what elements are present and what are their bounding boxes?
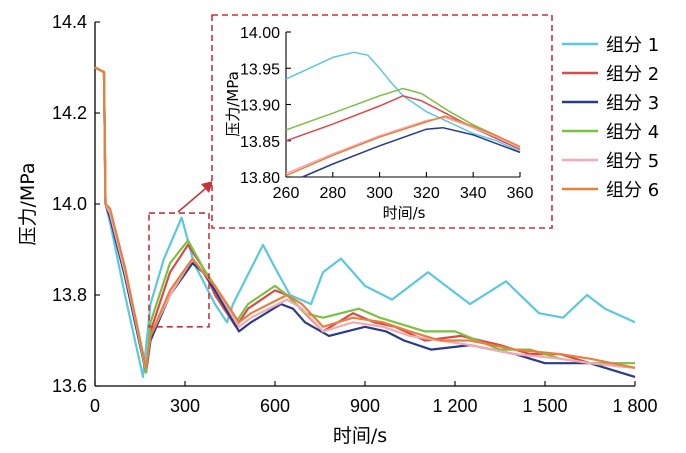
y-tick-label: 13.6 xyxy=(52,376,87,396)
x-tick-label: 0 xyxy=(90,396,100,416)
legend-label-5: 组分 5 xyxy=(606,151,659,172)
legend: 组分 1 组分 2 组分 3 组分 4 组分 5 组分 6 xyxy=(562,35,659,201)
inset-frame xyxy=(211,14,553,229)
inset-y-axis-label: 压力/MPa xyxy=(224,71,242,137)
inset-plot: 260 280 300 320 340 360 13.8013.8513.9013.951… xyxy=(211,14,553,229)
main-y-axis-label: 压力/MPa xyxy=(17,162,39,245)
y-tick-label: 13.8 xyxy=(52,285,87,305)
series-line-6 xyxy=(285,115,521,177)
legend-label-4: 组分 4 xyxy=(606,122,659,143)
main-x-axis-label: 时间/s xyxy=(333,425,387,447)
x-tick-label: 600 xyxy=(260,396,290,416)
y-tick-label: 13.95 xyxy=(240,61,280,78)
y-tick-label: 13.80 xyxy=(240,170,280,187)
zoom-highlight-box xyxy=(148,212,210,328)
x-tick-label: 1 500 xyxy=(522,396,567,416)
series-line-2 xyxy=(285,95,521,151)
x-tick-label: 340 xyxy=(460,185,487,202)
zoom-arrow-head xyxy=(201,181,213,193)
legend-label-1: 组分 1 xyxy=(606,35,659,56)
main-series xyxy=(94,66,636,378)
x-tick-label: 900 xyxy=(350,396,380,416)
x-tick-label: 320 xyxy=(413,185,440,202)
legend-label-6: 组分 6 xyxy=(606,180,659,201)
main-plot: 0 300 600 900 1 200 1 500 1 800 13.6 13.8 14.0 14… xyxy=(17,12,658,447)
main-x-ticks: 0 300 600 900 1 200 1 500 1 800 xyxy=(90,381,658,416)
y-tick-label: 13.90 xyxy=(240,98,280,115)
main-y-ticks: 13.6 13.8 14.0 14.2 14.4 xyxy=(52,12,100,396)
x-tick-label: 280 xyxy=(319,185,346,202)
y-tick-label: 14.2 xyxy=(52,103,87,123)
series-line-6 xyxy=(94,66,636,369)
y-tick-label: 14.0 xyxy=(52,194,87,214)
x-tick-label: 300 xyxy=(366,185,393,202)
legend-label-3: 组分 3 xyxy=(606,93,659,114)
x-tick-label: 300 xyxy=(170,396,200,416)
legend-label-2: 组分 2 xyxy=(606,64,659,85)
inset-y-ticks: 13.80 13.85 13.90 13.95 14.00 xyxy=(240,25,291,187)
series-line-1 xyxy=(285,51,521,153)
series-line-1 xyxy=(94,66,636,378)
x-tick-label: 260 xyxy=(273,185,300,202)
x-tick-label: 360 xyxy=(507,185,534,202)
y-tick-label: 14.00 xyxy=(240,25,280,42)
x-tick-label: 1 800 xyxy=(612,396,657,416)
inset-x-axis-label: 时间/s xyxy=(383,204,426,222)
inset-series xyxy=(285,51,521,178)
series-line-3 xyxy=(302,126,521,178)
y-tick-label: 13.85 xyxy=(240,134,280,151)
y-tick-label: 14.4 xyxy=(52,12,87,32)
inset-x-ticks: 260 280 300 320 340 360 xyxy=(273,172,534,202)
x-tick-label: 1 200 xyxy=(432,396,477,416)
